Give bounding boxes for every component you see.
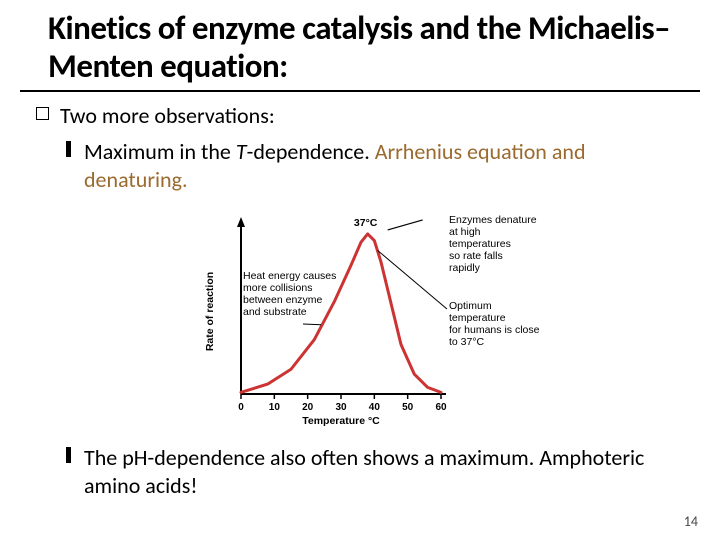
svg-text:temperatures: temperatures [449,238,511,250]
svg-text:30: 30 [335,402,347,413]
svg-text:40: 40 [369,402,381,413]
bar-bullet-icon [66,141,71,157]
svg-text:Rate of reaction: Rate of reaction [204,272,216,351]
heading-text: Two more observations: [60,102,275,129]
bullet-t-dependence: Maximum in the T-dependence. Arrhenius e… [40,138,692,193]
svg-text:0: 0 [238,402,244,413]
svg-text:Enzymes denature: Enzymes denature [449,214,537,226]
svg-text:Heat energy causes: Heat energy causes [243,270,336,282]
svg-text:and substrate: and substrate [243,306,307,318]
content-area: Two more observations: Maximum in the T-… [0,102,720,500]
svg-text:Optimum: Optimum [449,300,492,312]
svg-text:to 37°C: to 37°C [449,336,485,348]
page-title: Kinetics of enzyme catalysis and the Mic… [20,0,700,92]
svg-text:for humans is close: for humans is close [449,324,540,336]
svg-text:60: 60 [435,402,447,413]
svg-text:rapidly: rapidly [449,262,481,274]
heading-observations: Two more observations: [40,102,692,131]
bullet-ph-dependence: The pH-dependence also often shows a max… [40,444,692,499]
bullet1-italic-T: T [236,138,247,165]
svg-text:at high: at high [449,226,481,238]
svg-text:50: 50 [402,402,414,413]
enzyme-rate-chart: 0 10 20 30 40 50 60 Temperature °C Rate of react… [191,199,541,434]
svg-text:10: 10 [269,402,281,413]
svg-text:temperature: temperature [449,312,506,324]
svg-text:37°C: 37°C [354,217,378,229]
bullet2-text: The pH-dependence also often shows a max… [84,444,644,499]
figure-container: 0 10 20 30 40 50 60 Temperature °C Rate of react… [40,199,692,434]
page-number: 14 [684,513,698,530]
svg-text:20: 20 [302,402,314,413]
svg-text:more collisions: more collisions [243,282,312,294]
svg-text:Temperature °C: Temperature °C [302,415,380,427]
bullet1-part-a: Maximum in the [84,138,236,165]
bar-bullet-icon [66,447,71,463]
svg-text:between enzyme: between enzyme [243,294,323,306]
square-bullet-icon [36,107,49,120]
svg-text:so rate falls: so rate falls [449,250,503,262]
bullet1-part-c: -dependence. [247,138,375,165]
